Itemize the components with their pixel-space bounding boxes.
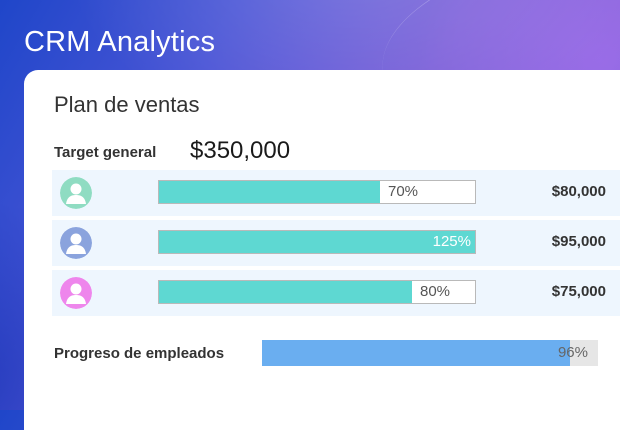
- user-avatar-icon: [60, 227, 92, 259]
- employee-row[interactable]: 70% $80,000: [52, 170, 620, 216]
- sales-amount: $95,000: [551, 233, 606, 250]
- employee-list: 70% $80,000 125% $95,000 80% $75,000: [52, 170, 620, 320]
- sales-progress-fill: [159, 231, 475, 253]
- user-avatar-icon: [60, 177, 92, 209]
- sales-plan-card: Plan de ventas Target general $350,000 7…: [24, 70, 620, 430]
- card-title: Plan de ventas: [54, 92, 200, 117]
- sales-amount: $80,000: [551, 183, 606, 200]
- target-label: Target general: [54, 144, 157, 161]
- sales-progress-fill: [159, 281, 412, 303]
- sales-progress-fill: [159, 181, 380, 203]
- sales-progress-percent: 80%: [420, 283, 451, 300]
- employee-progress-label: Progreso de empleados: [54, 345, 225, 362]
- employee-row[interactable]: 80% $75,000: [52, 270, 620, 316]
- target-value: $350,000: [190, 137, 291, 164]
- sales-progress-bar: 80%: [158, 280, 476, 304]
- sales-progress-percent: 70%: [388, 183, 419, 200]
- sales-amount: $75,000: [551, 283, 606, 300]
- sales-progress-percent: 125%: [432, 233, 471, 250]
- employee-progress-bar: 96%: [262, 340, 598, 366]
- sales-progress-bar: 125%: [158, 230, 476, 254]
- employee-progress-fill: [262, 340, 570, 366]
- employee-row[interactable]: 125% $95,000: [52, 220, 620, 266]
- user-avatar-icon: [60, 277, 92, 309]
- sales-progress-bar: 70%: [158, 180, 476, 204]
- app-title: CRM Analytics: [24, 26, 216, 58]
- employee-progress-percent: 96%: [557, 344, 588, 361]
